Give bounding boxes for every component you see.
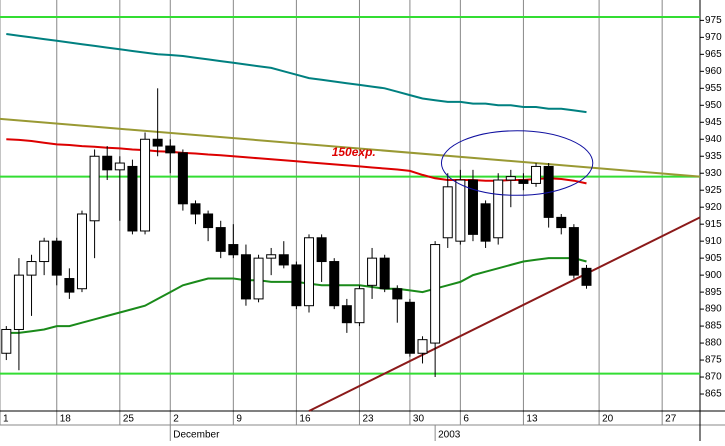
candle-body [354, 288, 365, 324]
candle-body [304, 237, 315, 307]
y-tick-label: 865 [705, 389, 722, 400]
annotation: 150exp. [332, 145, 376, 159]
candle-body [505, 176, 516, 181]
trendline [0, 117, 701, 178]
y-tick-label: 915 [705, 219, 722, 230]
candle-body [39, 240, 50, 263]
candle-body [190, 203, 201, 215]
y-tick-label: 880 [705, 338, 722, 349]
y-tick-label: 885 [705, 321, 722, 332]
x-tick-label: 2003 [438, 430, 461, 441]
candle-body [417, 339, 428, 354]
candle-body [316, 237, 327, 263]
candle-body [253, 257, 264, 300]
y-tick-label: 875 [705, 355, 722, 366]
x-tick-label: December [173, 430, 220, 441]
y-tick-label: 930 [705, 168, 722, 179]
candle-body [240, 254, 251, 300]
y-tick-label: 870 [705, 372, 722, 383]
moving-average-line [6, 138, 587, 185]
candle-body [480, 203, 491, 242]
y-tick-label: 935 [705, 151, 722, 162]
candle-body [556, 216, 567, 229]
candle-body [341, 305, 352, 324]
y-tick-label: 920 [705, 202, 722, 213]
candle-body [203, 213, 214, 229]
candle-body [518, 179, 529, 184]
x-tick-label: 6 [463, 414, 469, 425]
x-tick-label: 13 [526, 414, 538, 425]
x-tick-label: 18 [60, 414, 72, 425]
candle-body [13, 274, 24, 330]
candle-body [215, 227, 226, 252]
x-tick-label: 1 [3, 414, 9, 425]
candle-body [165, 145, 176, 154]
candle-body [64, 278, 75, 293]
candle-body [404, 301, 415, 354]
y-tick-label: 975 [705, 15, 722, 26]
plot-background [0, 0, 700, 411]
candle-body [26, 261, 37, 276]
candle-body [228, 244, 239, 256]
candle-body [493, 179, 504, 239]
y-tick-label: 940 [705, 134, 722, 145]
candle-body [76, 213, 87, 290]
candle-body [392, 288, 403, 300]
candle-body [581, 267, 592, 286]
candle-body [291, 264, 302, 307]
x-tick-label: 27 [665, 414, 677, 425]
candle-body [102, 155, 113, 171]
candle-body [442, 186, 453, 239]
candle-body [177, 152, 188, 205]
candle-body [127, 165, 138, 232]
candle-body [467, 179, 478, 235]
candle-body [278, 254, 289, 266]
highlight-ellipse [440, 130, 594, 196]
candle-body [266, 254, 277, 259]
candle-body [152, 138, 163, 147]
x-tick-label: 30 [413, 414, 425, 425]
x-tick-label: 16 [299, 414, 311, 425]
candle-body [140, 138, 151, 232]
y-tick-label: 950 [705, 100, 722, 111]
y-tick-label: 900 [705, 270, 722, 281]
candle-body [367, 257, 378, 286]
x-tick-label: 23 [362, 414, 374, 425]
moving-average-line [6, 33, 587, 114]
x-tick-label: 25 [123, 414, 135, 425]
candle-body [1, 328, 12, 354]
y-tick-label: 895 [705, 287, 722, 298]
y-tick-label: 970 [705, 32, 722, 43]
candle-body [114, 162, 125, 171]
x-tick-label: 2 [173, 414, 179, 425]
y-tick-label: 890 [705, 304, 722, 315]
y-tick-label: 955 [705, 83, 722, 94]
candle-body [51, 240, 62, 276]
y-tick-label: 945 [705, 117, 722, 128]
x-tick-label: 9 [236, 414, 242, 425]
y-tick-label: 905 [705, 253, 722, 264]
candle-body [329, 261, 340, 307]
candle-body [379, 257, 390, 290]
y-tick-label: 960 [705, 66, 722, 77]
y-tick-label: 925 [705, 185, 722, 196]
candle-body [531, 165, 542, 184]
y-tick-label: 965 [705, 49, 722, 60]
trendline [308, 216, 701, 412]
x-tick-label: 20 [602, 414, 614, 425]
candle-body [568, 227, 579, 276]
candle-body [455, 179, 466, 242]
y-tick-label: 910 [705, 236, 722, 247]
candle-body [430, 244, 441, 344]
candle-body [89, 155, 100, 222]
